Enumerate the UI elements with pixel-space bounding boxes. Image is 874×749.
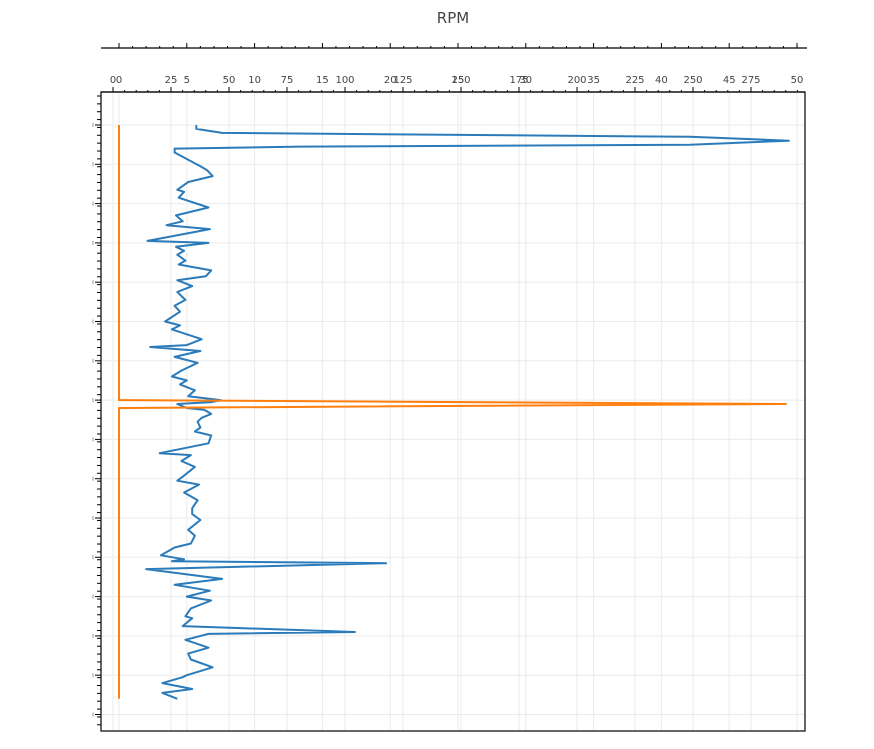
x-secondary-tick-label: 275 [741,75,760,86]
x-secondary-tick-label: 250 [683,75,702,86]
x-top-tick-label: 20 [384,75,397,86]
x-top-tick-label: 40 [655,75,668,86]
gridlines [101,92,805,731]
x-top-tick-label: 35 [587,75,600,86]
x-secondary-tick-label: 25 [165,75,178,86]
plot-frame [100,91,806,732]
x-axis-top: 0 5 10 15 20 25 30 35 40 45 50 [101,43,807,86]
x-top-tick-label: 50 [791,75,804,86]
x-secondary-tick-label: 150 [451,75,470,86]
x-secondary-tick-label: 50 [223,75,236,86]
x-secondary-tick-label: 125 [393,75,412,86]
x-top-tick-label: 30 [519,75,532,86]
y-axis-left [92,95,101,726]
x-secondary-tick-label: 75 [281,75,294,86]
x-top-tick-label: 5 [184,75,190,86]
series-layer [118,125,790,700]
x-secondary-tick-label: 100 [335,75,354,86]
x-secondary-tick-label: 175 [509,75,528,86]
orange-line [118,125,787,699]
x-axis-secondary: 0 25 50 75 100 125 150 175 200 225 250 275 [101,75,805,93]
x-top-tick-label: 15 [316,75,329,86]
x-secondary-tick-label: 200 [567,75,586,86]
chart-title: RPM [437,9,469,27]
x-top-tick-label: 0 [116,75,122,86]
x-secondary-tick-label: 225 [625,75,644,86]
x-secondary-tick-label: 0 [110,75,116,86]
x-top-tick-label: 45 [723,75,736,86]
x-top-tick-label: 25 [452,75,465,86]
rpm-line [145,125,790,700]
x-top-tick-label: 10 [248,75,261,86]
